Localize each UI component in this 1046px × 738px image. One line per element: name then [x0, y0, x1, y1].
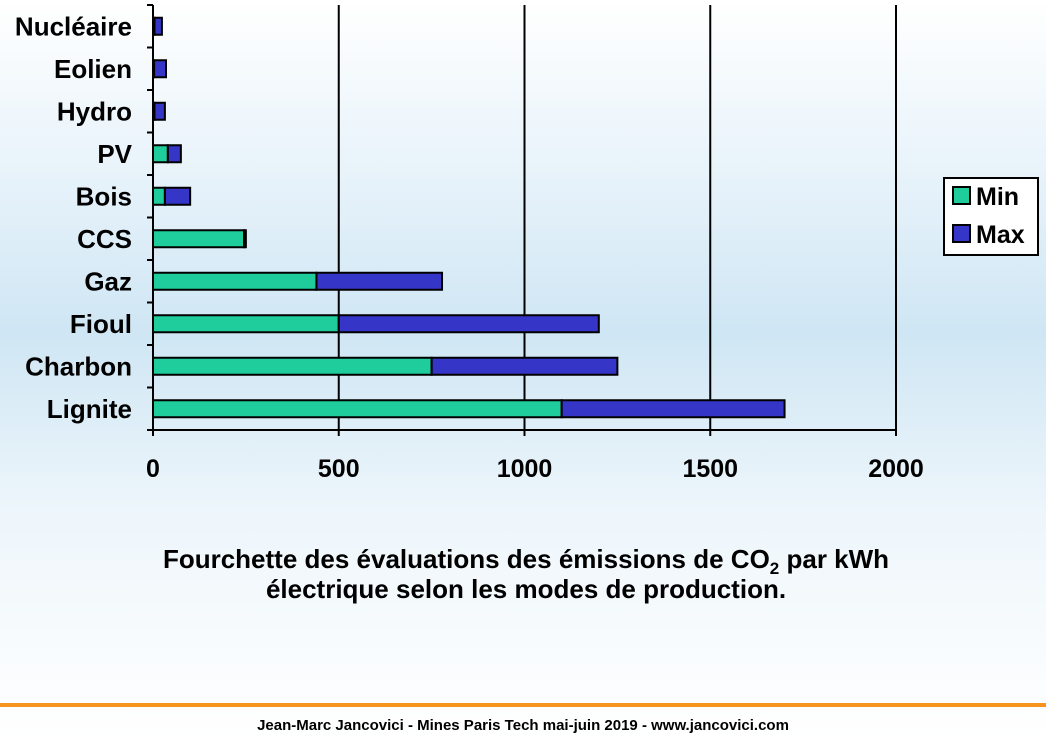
- y-tick-label: CCS: [77, 224, 132, 254]
- bar-max: [153, 59, 168, 79]
- y-tick-label: Fioul: [70, 309, 132, 339]
- x-tick-label: 1000: [497, 455, 553, 483]
- caption-text: Fourchette des évaluations des émissions…: [163, 544, 770, 574]
- legend-label: Min: [976, 183, 1019, 211]
- y-tick-label: Charbon: [25, 351, 132, 381]
- bar-max: [166, 144, 182, 164]
- caption-text: par kWh: [779, 544, 889, 574]
- x-tick-label: 0: [146, 455, 160, 483]
- x-tick-label: 500: [318, 455, 360, 483]
- caption: électrique selon les modes de production…: [266, 574, 786, 604]
- legend-label: Max: [976, 221, 1025, 249]
- footer: Jean-Marc Jancovici - Mines Paris Tech m…: [257, 717, 789, 734]
- bar-min: [152, 314, 340, 334]
- bar-max: [153, 16, 163, 36]
- y-tick-label: PV: [97, 139, 132, 169]
- y-tick-label: Bois: [76, 181, 132, 211]
- caption-sub: 2: [770, 559, 779, 578]
- bar-min: [152, 356, 433, 376]
- bar-min: [152, 186, 166, 206]
- bar-min: [152, 271, 318, 291]
- legend-swatch: [952, 224, 971, 243]
- footer-rule: [0, 703, 1046, 707]
- legend-swatch: [952, 186, 971, 205]
- bar-max: [153, 101, 166, 121]
- y-tick-label: Lignite: [47, 394, 132, 424]
- bar-min: [152, 144, 169, 164]
- bar-min: [152, 399, 563, 419]
- caption: Fourchette des évaluations des émissions…: [163, 544, 889, 578]
- bar-max: [163, 186, 192, 206]
- bar-max: [430, 356, 619, 376]
- y-tick-label: Nucléaire: [15, 11, 132, 41]
- bar-min: [152, 229, 246, 249]
- x-tick-label: 1500: [682, 455, 738, 483]
- bar-max: [337, 314, 600, 334]
- bar-max: [560, 399, 786, 419]
- y-tick-label: Hydro: [57, 96, 132, 126]
- bar-max: [243, 229, 247, 249]
- y-tick-label: Eolien: [54, 54, 132, 84]
- y-tick-label: Gaz: [84, 266, 132, 296]
- bar-max: [315, 271, 444, 291]
- x-tick-label: 2000: [868, 455, 924, 483]
